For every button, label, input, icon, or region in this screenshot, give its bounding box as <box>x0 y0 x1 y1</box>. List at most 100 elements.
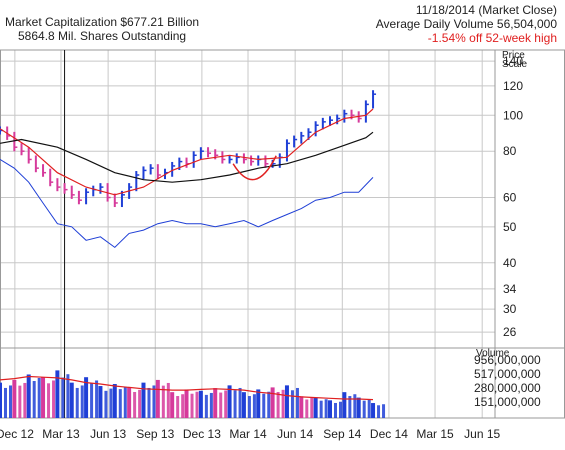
indicator-lines <box>0 108 374 249</box>
price-tick-label: 26 <box>503 325 517 339</box>
volume-axis-title: Volume <box>476 348 510 359</box>
date-tick-label: Dec 12 <box>0 427 34 441</box>
volume-bar <box>84 377 89 418</box>
volume-bar <box>170 392 175 418</box>
price-tick-label: 100 <box>503 108 523 122</box>
volume-bar <box>382 404 386 418</box>
volume-bar <box>109 388 113 418</box>
grid-lines <box>0 50 495 418</box>
volume-bar <box>61 377 65 418</box>
volume-bar <box>276 391 280 418</box>
volume-bar <box>95 380 99 418</box>
volume-bar <box>362 400 366 418</box>
volume-bar <box>305 399 309 418</box>
moving-average-200-line <box>0 131 374 183</box>
volume-bar <box>47 383 51 418</box>
volume-bar <box>204 394 208 418</box>
volume-bar <box>377 405 381 418</box>
header-left: Market Capitalization $677.21 Billion 58… <box>5 15 199 43</box>
market-cap-text: Market Capitalization $677.21 Billion <box>5 15 200 29</box>
volume-bar <box>342 392 347 418</box>
volume-bar <box>184 389 189 418</box>
volume-bar <box>176 396 180 418</box>
volume-bar <box>367 399 371 418</box>
date-tick-label: Mar 13 <box>42 427 80 441</box>
volume-bar <box>324 399 328 418</box>
date-tick-label: Jun 13 <box>90 427 126 441</box>
price-tick-label: 40 <box>503 256 517 270</box>
volume-bar <box>23 382 27 418</box>
volume-bar <box>270 387 275 418</box>
date-tick-label: Jun 14 <box>277 427 313 441</box>
date-tick-label: Mar 14 <box>229 427 267 441</box>
volume-bar <box>353 394 357 418</box>
avg-volume-text: Average Daily Volume 56,504,000 <box>375 17 557 31</box>
volume-bar <box>41 377 46 418</box>
volume-bar <box>284 385 289 418</box>
volume-bar <box>18 385 22 418</box>
volume-bar <box>26 374 31 418</box>
volume-bar <box>281 389 285 418</box>
volume-bar <box>190 393 194 418</box>
volume-bar <box>339 401 342 418</box>
volume-bar <box>319 400 323 418</box>
volume-bar <box>52 380 56 418</box>
volume-bar <box>0 382 2 418</box>
volume-bar <box>227 385 232 418</box>
volume-bar <box>252 394 256 418</box>
volume-bar <box>9 385 12 418</box>
volume-bar <box>247 396 251 418</box>
volume-bar <box>209 392 213 418</box>
volume-bar <box>267 391 271 418</box>
volume-bar <box>69 382 74 418</box>
volume-bar <box>233 390 237 418</box>
date-tick-label: Dec 13 <box>183 427 221 441</box>
volume-bar <box>55 370 60 418</box>
volume-bar <box>147 387 151 418</box>
volume-bars <box>0 370 386 418</box>
price-tick-label: 50 <box>503 220 517 234</box>
date-tick-label: Dec 14 <box>370 427 408 441</box>
volume-bar <box>328 400 332 418</box>
header-right: 11/18/2014 (Market Close) Average Daily … <box>376 3 557 45</box>
volume-bar <box>181 394 185 418</box>
date-tick-label: Sep 14 <box>323 427 361 441</box>
date-tick-label: Mar 15 <box>416 427 454 441</box>
volume-bar <box>310 397 314 418</box>
price-tick-label: 34 <box>503 282 517 296</box>
date-tick-label: Jun 15 <box>464 427 500 441</box>
volume-bar <box>138 389 142 418</box>
volume-bar <box>213 388 218 418</box>
volume-bar <box>195 391 199 418</box>
off-high-text: -1.54% off 52-week high <box>427 31 557 45</box>
volume-bar <box>224 390 228 418</box>
relative-strength-line <box>0 158 374 249</box>
volume-bar <box>90 383 94 418</box>
volume-bar <box>371 403 376 418</box>
volume-bar <box>166 382 170 418</box>
volume-bar <box>75 387 79 418</box>
volume-bar <box>299 396 304 418</box>
volume-bar <box>104 390 108 418</box>
volume-bar <box>12 379 17 418</box>
volume-bar <box>295 387 299 418</box>
volume-bar <box>241 392 246 418</box>
volume-bar <box>98 386 103 418</box>
moving-average-50-line <box>0 108 374 196</box>
shares-outstanding-text: 5864.8 Mil. Shares Outstanding <box>18 29 187 43</box>
volume-bar <box>313 397 318 418</box>
volume-bar <box>256 389 261 418</box>
price-tick-label: 140 <box>503 54 523 68</box>
volume-bar <box>37 377 41 418</box>
volume-bar <box>356 397 361 418</box>
volume-bar <box>123 386 127 418</box>
price-tick-label: 30 <box>503 302 517 316</box>
price-tick-label: 60 <box>503 191 517 205</box>
price-tick-label: 120 <box>503 79 523 93</box>
volume-bar <box>118 389 122 418</box>
volume-bar <box>127 387 132 418</box>
volume-bar <box>80 385 84 418</box>
